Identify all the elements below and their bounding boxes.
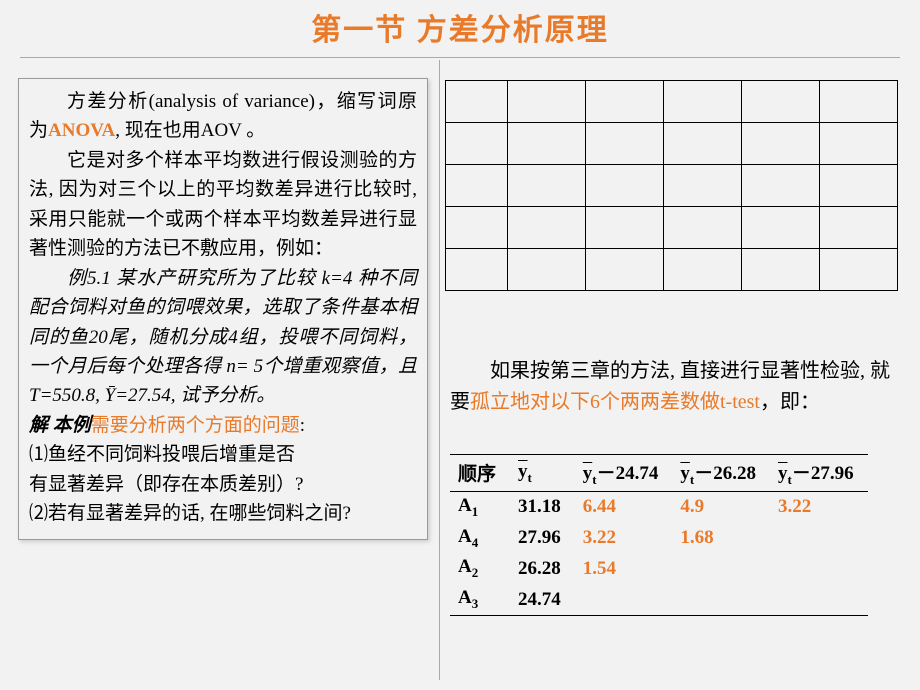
grid-cell xyxy=(820,249,898,291)
example-para: 例5.1 某水产研究所为了比较 k=4 种不同配合饲料对鱼的饲喂效果，选取了条件… xyxy=(29,264,417,411)
right-highlight: 孤立地对以下6个两两差数做t-test xyxy=(470,391,760,413)
grid-cell xyxy=(820,207,898,249)
table-cell: 24.74 xyxy=(510,584,575,615)
table-row: A131.186.444.93.22 xyxy=(450,491,868,522)
table-header: yt－26.28 xyxy=(672,455,770,492)
grid-cell xyxy=(446,81,508,123)
anova-highlight: ANOVA xyxy=(48,120,115,141)
grid-cell xyxy=(820,165,898,207)
grid-cell xyxy=(664,165,742,207)
row-label: A1 xyxy=(450,491,510,522)
grid-cell xyxy=(664,123,742,165)
table-cell: 6.44 xyxy=(575,491,673,522)
grid-cell xyxy=(508,81,586,123)
grid-cell xyxy=(586,165,664,207)
question-2: ⑵若有显著差异的话, 在哪些饲料之间? xyxy=(29,499,417,528)
grid-cell xyxy=(508,123,586,165)
question-1b: 有显著差异（即存在本质差别）? xyxy=(29,470,417,499)
table-cell: 3.22 xyxy=(575,523,673,554)
solution-colon: : xyxy=(300,415,305,436)
question-1a: ⑴鱼经不同饲料投喂后增重是否 xyxy=(29,440,417,469)
para-1: 方差分析(analysis of variance)，缩写词原为ANOVA, 现… xyxy=(29,87,417,146)
grid-cell xyxy=(820,123,898,165)
table-cell: 31.18 xyxy=(510,491,575,522)
table-row: A226.281.54 xyxy=(450,553,868,584)
table-cell xyxy=(575,584,673,615)
row-label: A2 xyxy=(450,553,510,584)
para-2: 它是对多个样本平均数进行假设测验的方法, 因为对三个以上的平均数差异进行比较时,… xyxy=(29,146,417,264)
table-header: 顺序 xyxy=(450,455,510,492)
grid-cell xyxy=(586,207,664,249)
grid-cell xyxy=(508,207,586,249)
table-cell: 3.22 xyxy=(770,491,868,522)
table-cell xyxy=(770,523,868,554)
table-cell: 4.9 xyxy=(672,491,770,522)
grid-cell xyxy=(446,165,508,207)
grid-cell xyxy=(446,249,508,291)
title-bar: 第一节 方差分析原理 xyxy=(0,0,920,58)
difference-table: 顺序ytyt－24.74yt－26.28yt－27.96 A131.186.44… xyxy=(450,454,868,616)
grid-cell xyxy=(820,81,898,123)
column-divider xyxy=(439,60,440,680)
grid-cell xyxy=(742,81,820,123)
table-cell: 1.68 xyxy=(672,523,770,554)
grid-cell xyxy=(742,249,820,291)
grid-cell xyxy=(446,123,508,165)
empty-grid xyxy=(445,80,898,291)
solution-line: 解 本例需要分析两个方面的问题: xyxy=(29,411,417,440)
right-paragraph: 如果按第三章的方法, 直接进行显著性检验, 就要孤立地对以下6个两两差数做t-t… xyxy=(450,356,905,418)
grid-cell xyxy=(664,81,742,123)
table-cell: 26.28 xyxy=(510,553,575,584)
table-header-row: 顺序ytyt－24.74yt－26.28yt－27.96 xyxy=(450,455,868,492)
page-title: 第一节 方差分析原理 xyxy=(20,5,900,58)
solution-label: 解 本例 xyxy=(29,415,91,436)
table-row: A324.74 xyxy=(450,584,868,615)
grid-cell xyxy=(664,249,742,291)
grid-cell xyxy=(446,207,508,249)
solution-highlight: 需要分析两个方面的问题 xyxy=(91,415,300,436)
table-cell: 27.96 xyxy=(510,523,575,554)
row-label: A4 xyxy=(450,523,510,554)
table-cell xyxy=(770,553,868,584)
table-row: A427.963.221.68 xyxy=(450,523,868,554)
grid-cell xyxy=(742,207,820,249)
para-1c: , 现在也用AOV 。 xyxy=(115,120,265,141)
table-header: yt－27.96 xyxy=(770,455,868,492)
table-cell xyxy=(672,553,770,584)
table-cell: 1.54 xyxy=(575,553,673,584)
grid-cell xyxy=(664,207,742,249)
table-cell xyxy=(672,584,770,615)
table-header: yt xyxy=(510,455,575,492)
grid-cell xyxy=(586,123,664,165)
grid-cell xyxy=(586,249,664,291)
left-column: 方差分析(analysis of variance)，缩写词原为ANOVA, 现… xyxy=(18,78,428,540)
grid-cell xyxy=(742,165,820,207)
row-label: A3 xyxy=(450,584,510,615)
right-p1c: ，即： xyxy=(760,391,820,413)
grid-cell xyxy=(742,123,820,165)
grid-cell xyxy=(508,165,586,207)
grid-cell xyxy=(508,249,586,291)
grid-cell xyxy=(586,81,664,123)
table-header: yt－24.74 xyxy=(575,455,673,492)
table-cell xyxy=(770,584,868,615)
